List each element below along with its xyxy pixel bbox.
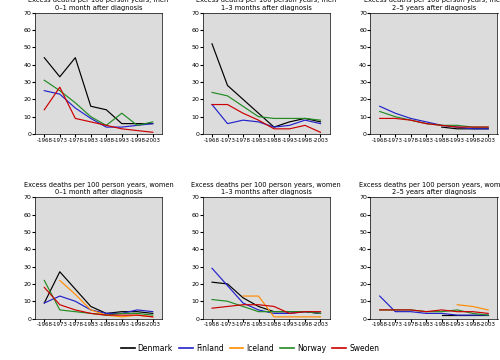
Title: Excess deaths per 100 person years, women
2–5 years after diagnosis: Excess deaths per 100 person years, wome… xyxy=(359,182,500,195)
Legend: Denmark, Finland, Iceland, Norway, Sweden: Denmark, Finland, Iceland, Norway, Swede… xyxy=(118,341,382,356)
Title: Excess deaths per 100 person years, women
0–1 month after diagnosis: Excess deaths per 100 person years, wome… xyxy=(24,182,174,195)
Title: Excess deaths per 100 person years, men
2–5 years after diagnosis: Excess deaths per 100 person years, men … xyxy=(364,0,500,11)
Title: Excess deaths per 100 person years, women
1–3 months after diagnosis: Excess deaths per 100 person years, wome… xyxy=(192,182,341,195)
Title: Excess deaths per 100 person years, men
0–1 month after diagnosis: Excess deaths per 100 person years, men … xyxy=(28,0,168,11)
Title: Excess deaths per 100 person years, men
1–3 months after diagnosis: Excess deaths per 100 person years, men … xyxy=(196,0,336,11)
